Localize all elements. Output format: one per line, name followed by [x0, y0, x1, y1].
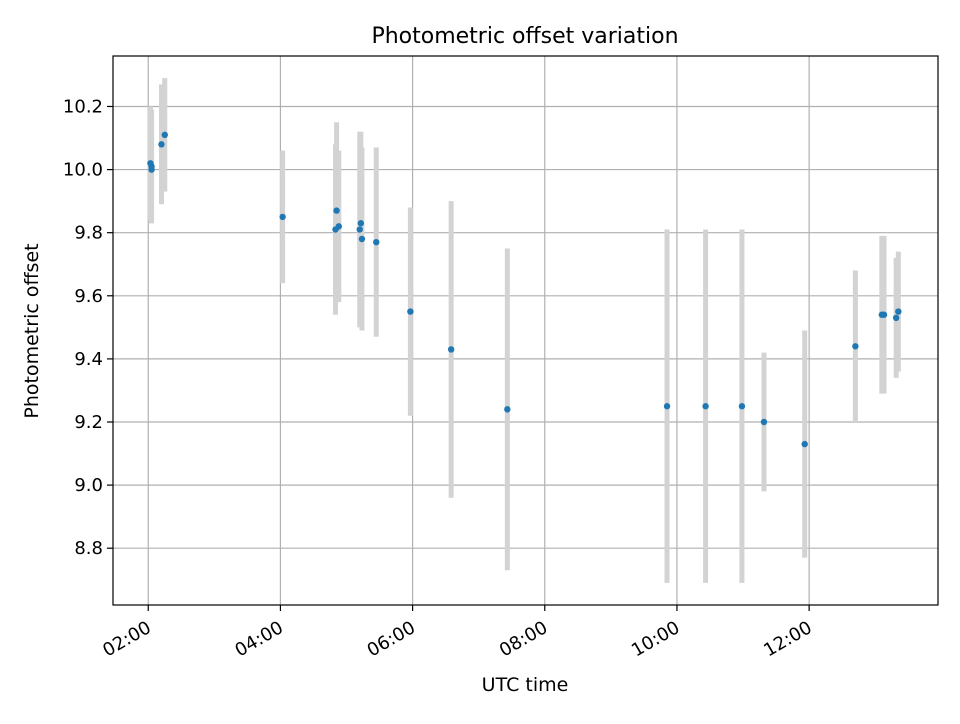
data-point	[161, 131, 168, 139]
plot-frame	[112, 55, 939, 606]
y-tick-label: 9.8	[74, 223, 103, 244]
data-point	[158, 141, 165, 148]
y-axis-ticks: 8.8 9.0 9.2 9.4 9.6 9.8 10.0 10.2	[63, 96, 113, 559]
x-tick-label: 02:00	[99, 617, 154, 661]
data-point	[373, 238, 380, 246]
y-tick-label: 10.2	[63, 96, 103, 117]
data-point	[407, 308, 414, 315]
data-point	[702, 403, 709, 410]
data-point	[279, 213, 286, 221]
data-point	[504, 406, 511, 413]
data-point	[356, 226, 363, 233]
data-point	[892, 314, 900, 322]
data-point	[357, 220, 365, 227]
y-tick-label: 9.4	[74, 349, 103, 370]
y-tick-label: 9.0	[74, 475, 103, 496]
data-point	[760, 418, 768, 426]
x-tick-label: 10:00	[628, 617, 683, 661]
grid-lines	[113, 56, 938, 605]
y-axis-label: Photometric offset	[21, 243, 43, 418]
chart-title: Photometric offset variation	[371, 24, 678, 49]
x-tick-label: 04:00	[231, 617, 286, 661]
x-tick-label: 12:00	[760, 617, 815, 661]
x-tick-label: 08:00	[496, 617, 551, 661]
data-point	[148, 166, 155, 173]
data-point	[358, 235, 366, 243]
data-point	[880, 311, 888, 318]
x-tick-label: 06:00	[364, 617, 419, 661]
y-tick-label: 8.8	[74, 538, 103, 559]
data-point	[663, 403, 671, 410]
data-points	[147, 131, 902, 448]
y-tick-label: 9.2	[74, 412, 103, 433]
data-point	[447, 346, 455, 353]
y-tick-label: 10.0	[63, 160, 103, 181]
error-bars	[147, 78, 901, 583]
data-point	[335, 223, 343, 230]
data-point	[801, 440, 808, 448]
data-point	[895, 308, 902, 315]
x-axis-ticks: 02:00 04:00 06:00 08:00 10:00 12:00	[99, 605, 816, 661]
x-axis-label: UTC time	[482, 674, 569, 696]
data-point	[852, 343, 859, 350]
y-tick-label: 9.6	[74, 286, 103, 307]
data-point	[738, 403, 746, 410]
data-point	[333, 207, 340, 214]
